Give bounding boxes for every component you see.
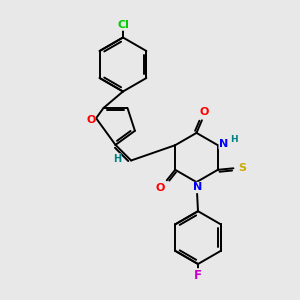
Text: N: N — [193, 182, 202, 193]
Text: O: O — [155, 183, 165, 193]
Text: S: S — [238, 163, 246, 173]
Text: Cl: Cl — [117, 20, 129, 30]
Text: N: N — [219, 139, 228, 149]
Text: F: F — [194, 269, 202, 282]
Text: H: H — [230, 135, 238, 144]
Text: O: O — [86, 115, 95, 125]
Text: H: H — [112, 154, 121, 164]
Text: O: O — [199, 107, 208, 117]
